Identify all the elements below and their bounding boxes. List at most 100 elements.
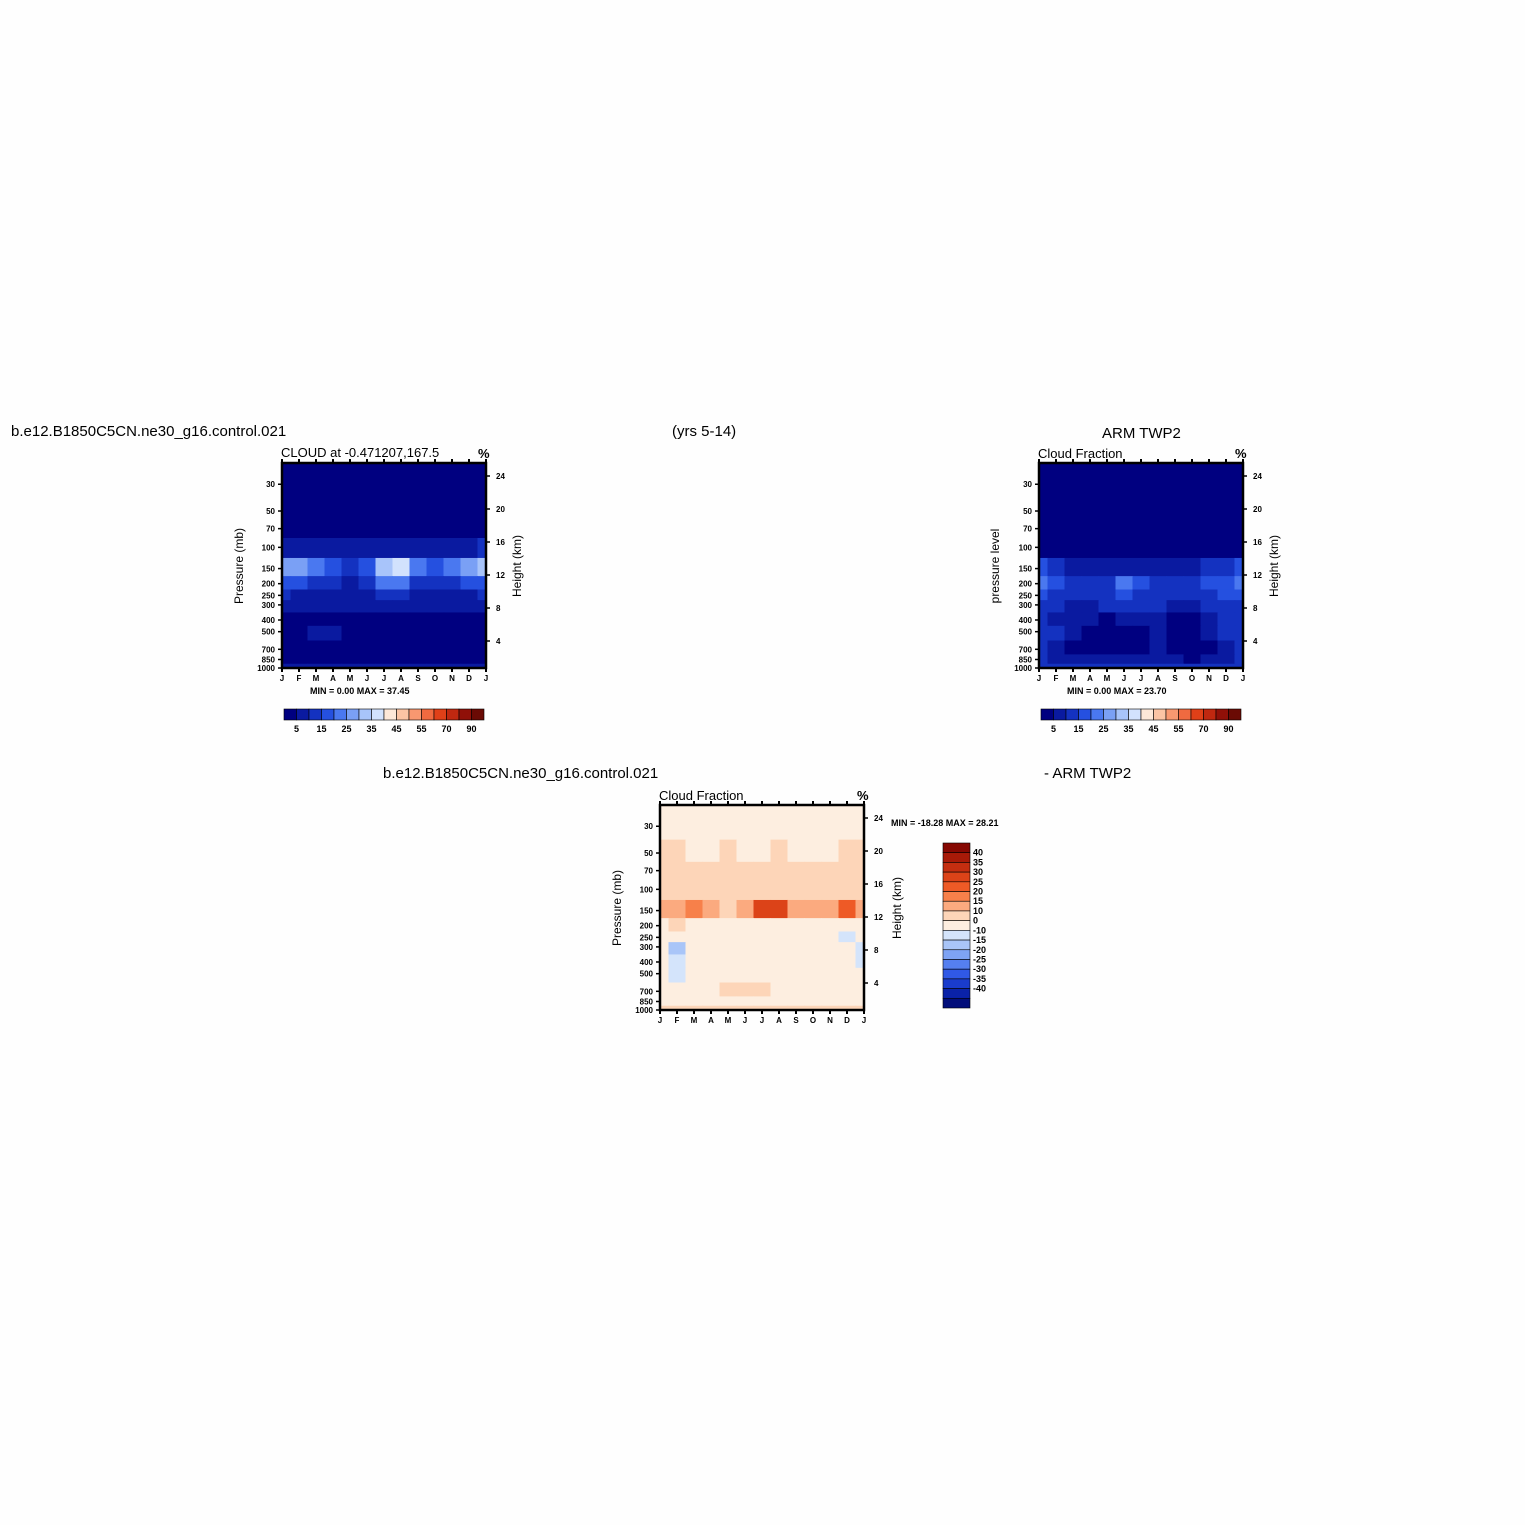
model-cell bbox=[290, 600, 309, 614]
obs-cell bbox=[1098, 557, 1117, 577]
obs-cell bbox=[1047, 576, 1066, 591]
diff-cell bbox=[736, 996, 755, 1007]
diff-cell bbox=[838, 861, 857, 881]
diff-cell bbox=[668, 899, 687, 919]
obs-colorbar-box bbox=[1178, 708, 1192, 721]
diff-cell bbox=[668, 982, 687, 997]
diff-cell bbox=[838, 1005, 857, 1011]
model-cell bbox=[392, 519, 411, 539]
model-cell bbox=[409, 625, 428, 642]
model-cell bbox=[375, 654, 394, 665]
diff-cell bbox=[770, 996, 789, 1007]
model-colorbar-box bbox=[446, 708, 460, 721]
model-cell bbox=[307, 576, 326, 591]
diff-cell bbox=[736, 967, 755, 984]
diff-y-tick-label: 1000 bbox=[635, 1006, 653, 1015]
diff-cell bbox=[787, 899, 806, 919]
obs-cell bbox=[1200, 640, 1219, 655]
obs-cell bbox=[1132, 537, 1151, 559]
obs-height-tick-label: 16 bbox=[1253, 538, 1262, 547]
model-colorbar-box bbox=[321, 708, 335, 721]
diff-cell bbox=[838, 918, 857, 933]
diff-cell bbox=[855, 805, 865, 841]
diff-colorbar-label: 40 bbox=[973, 848, 983, 858]
diff-x-tick-label: J bbox=[743, 1016, 747, 1025]
model-cell bbox=[358, 519, 377, 539]
model-cell bbox=[426, 654, 445, 665]
obs-y-tick-label: 700 bbox=[1019, 645, 1033, 654]
model-cell bbox=[477, 589, 487, 601]
model-colorbar-box bbox=[396, 708, 410, 721]
obs-cell bbox=[1081, 589, 1100, 601]
obs-cell bbox=[1217, 497, 1236, 521]
diff-colorbar-label: -30 bbox=[973, 964, 986, 974]
obs-colorbar-box bbox=[1128, 708, 1142, 721]
model-cell bbox=[426, 463, 445, 499]
obs-cell bbox=[1200, 589, 1219, 601]
model-cell bbox=[324, 537, 343, 559]
model-cell bbox=[358, 537, 377, 559]
obs-cell bbox=[1115, 576, 1134, 591]
model-cell bbox=[409, 519, 428, 539]
model-colorbar-box bbox=[383, 708, 397, 721]
model-cell bbox=[443, 537, 462, 559]
obs-cell bbox=[1047, 519, 1066, 539]
diff-cell bbox=[821, 918, 840, 933]
model-cell bbox=[324, 557, 343, 577]
diff-cell bbox=[770, 861, 789, 881]
obs-cell bbox=[1047, 463, 1066, 499]
obs-cell bbox=[1098, 640, 1117, 655]
model-cell bbox=[426, 663, 445, 669]
diff-height-tick-label: 12 bbox=[874, 913, 883, 922]
obs-cell bbox=[1047, 497, 1066, 521]
model-colorbar-label: 45 bbox=[391, 724, 401, 734]
obs-y-tick-label: 150 bbox=[1019, 565, 1033, 574]
obs-cell bbox=[1132, 463, 1151, 499]
years-title: (yrs 5-14) bbox=[672, 423, 737, 440]
obs-cell bbox=[1217, 557, 1236, 577]
obs-cell bbox=[1217, 612, 1236, 627]
model-cell bbox=[460, 663, 479, 669]
model-cell bbox=[443, 663, 462, 669]
diff-cell bbox=[719, 931, 738, 943]
obs-x-tick-label: O bbox=[1189, 674, 1195, 683]
diff-cell bbox=[668, 931, 687, 943]
model-cell bbox=[341, 654, 360, 665]
diff-cell bbox=[668, 805, 687, 841]
diff-cell bbox=[787, 918, 806, 933]
diff-cell bbox=[753, 839, 772, 863]
diff-cell bbox=[660, 879, 670, 901]
diff-colorbar-box bbox=[942, 881, 971, 892]
obs-cell bbox=[1149, 654, 1168, 665]
model-colorbar-box bbox=[333, 708, 347, 721]
model-cell bbox=[282, 497, 292, 521]
model-cell bbox=[477, 537, 487, 559]
diff-cell bbox=[685, 954, 704, 969]
model-cell bbox=[375, 600, 394, 614]
obs-cell bbox=[1166, 589, 1185, 601]
model-cell bbox=[324, 589, 343, 601]
model-cell bbox=[426, 576, 445, 591]
diff-cell bbox=[787, 967, 806, 984]
diff-cell bbox=[719, 942, 738, 956]
model-y-tick-label: 700 bbox=[262, 645, 276, 654]
model-cell bbox=[477, 519, 487, 539]
obs-cell bbox=[1166, 654, 1185, 665]
diff-cell bbox=[702, 805, 721, 841]
model-cell bbox=[460, 576, 479, 591]
model-x-tick-label: J bbox=[484, 674, 488, 683]
obs-x-tick-label: D bbox=[1223, 674, 1229, 683]
obs-cell bbox=[1064, 519, 1083, 539]
model-y-tick-label: 100 bbox=[262, 543, 276, 552]
obs-cell bbox=[1234, 557, 1244, 577]
obs-y-tick-label: 100 bbox=[1019, 543, 1033, 552]
obs-cell bbox=[1039, 557, 1049, 577]
obs-colorbar-label: 90 bbox=[1223, 724, 1233, 734]
model-cell bbox=[375, 519, 394, 539]
diff-colorbar-box bbox=[942, 862, 971, 873]
obs-x-tick-label: M bbox=[1104, 674, 1111, 683]
obs-x-tick-label: J bbox=[1122, 674, 1126, 683]
model-cell bbox=[460, 612, 479, 627]
model-cell bbox=[341, 537, 360, 559]
model-cell bbox=[341, 557, 360, 577]
